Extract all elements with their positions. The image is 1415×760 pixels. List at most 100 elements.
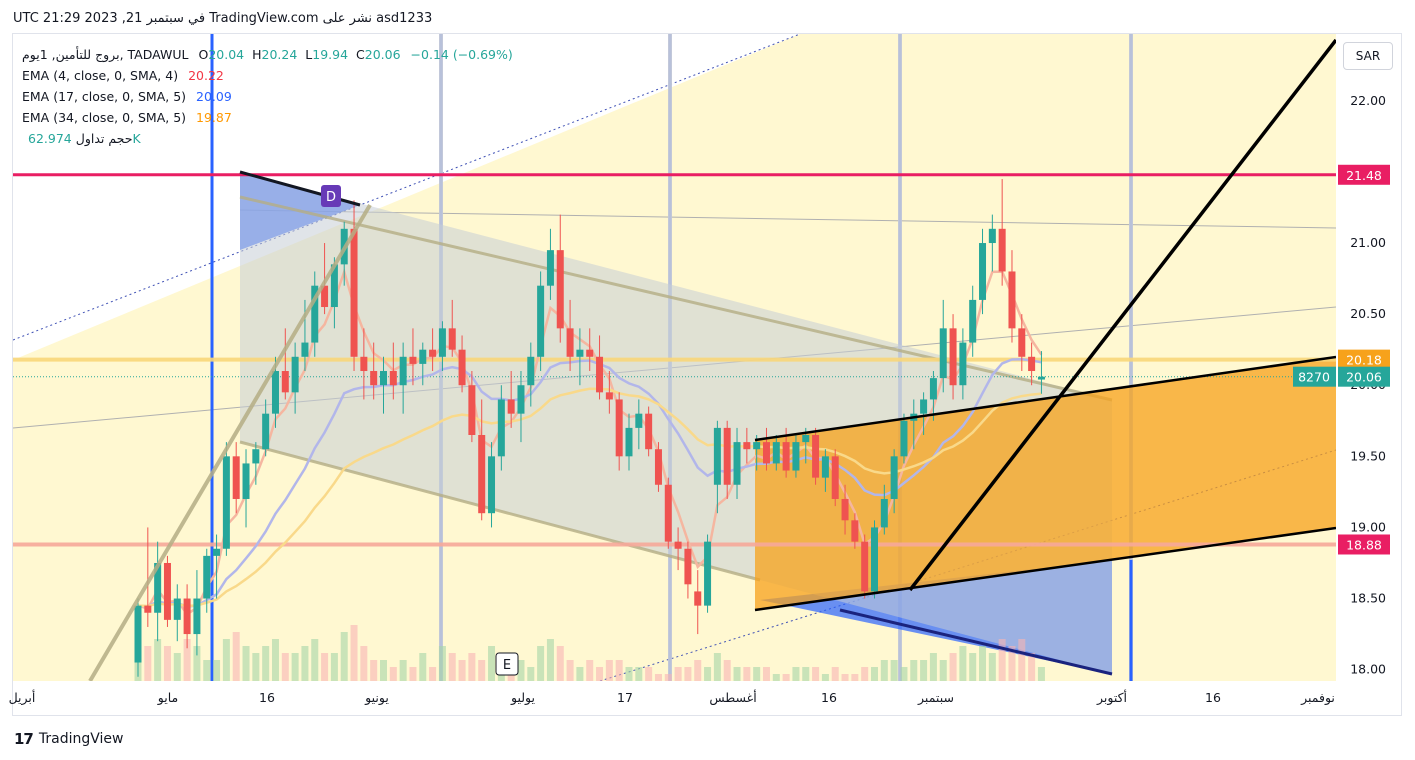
time-tick-label: أكتوبر [1096,689,1127,706]
volume-bar [213,660,221,681]
annotation-D: D [321,185,341,207]
volume-bar [792,667,800,681]
volume-bar [360,646,368,681]
volume-bar [674,667,682,681]
price-tick-label: 22.00 [1350,93,1386,108]
candle-body [802,434,810,443]
volume-bar [350,625,358,681]
volume-bar [988,653,996,681]
volume-bar [979,646,987,681]
volume-bar [1028,653,1036,681]
volume-bar [782,674,790,681]
ohlc-high: 20.24 [261,47,298,62]
volume-bar [596,667,604,681]
currency-selector[interactable]: SAR [1343,42,1393,70]
volume-bar [389,667,397,681]
candle-body [468,385,476,435]
candle-body [360,356,368,372]
volume-bar [841,674,849,681]
legend-ema17[interactable]: EMA (17, close, 0, SMA, 5) 20.09 [22,86,513,107]
ohlc-c-label: C [356,47,365,62]
legend-ema34[interactable]: EMA (34, close, 0, SMA, 5) 19.87 [22,107,513,128]
candle-body [1008,271,1016,329]
ohlc-close: 20.06 [364,47,401,62]
ema34-value: 19.87 [196,110,232,125]
candle-body [193,598,201,635]
candle-body [762,442,770,464]
candle-body [576,349,584,357]
time-tick-label: سبتمبر [917,690,954,706]
volume-bar [713,653,721,681]
candle-body [497,399,505,457]
candle-body [654,449,662,485]
candle-body [812,434,820,478]
volume-bar [183,639,191,681]
volume-bar [163,646,171,681]
volume-bar [694,660,702,681]
candle-body [959,342,967,386]
volume-bar [340,632,348,681]
annotation-label: E [503,658,511,673]
candle-body [733,442,741,485]
candle-body [380,371,387,386]
volume-bar [438,646,446,681]
volume-bar [821,674,829,681]
tradingview-logo-icon: 17 [14,730,34,748]
volume-bar [576,667,584,681]
price-tick-label: 19.50 [1350,448,1386,463]
volume-bar [173,653,181,681]
tradingview-footer[interactable]: 17 TradingView [14,728,123,750]
volume-bar [556,646,564,681]
volume-bar [812,667,820,681]
ema17-label: EMA (17, close, 0, SMA, 5) [22,89,187,104]
ohlc-l-label: L [305,47,313,62]
candle-body [213,548,221,556]
volume-bar [281,653,289,681]
volume-bar [625,667,633,681]
candle-body [517,385,525,414]
candle-body [222,456,230,549]
volume-bar [203,660,211,681]
candle-body [900,420,908,457]
candle-body [753,442,761,450]
candle-body [969,299,977,343]
ema17-value: 20.09 [196,89,232,104]
candle-body [399,356,407,386]
candle-body [527,356,535,386]
candle-body [674,541,682,549]
volume-bar [664,674,672,681]
candle-body [242,463,250,499]
volume-label: حجم تداول [75,131,133,146]
grey-channel-top [239,195,1113,402]
volume-bar [1037,667,1045,681]
legend-volume[interactable]: حجم تداول 62.974K [22,128,513,149]
volume-bar [429,667,437,681]
candle-body [271,371,279,414]
candle-body [890,456,898,499]
time-tick-label: نوفمبر [1300,690,1335,706]
volume-bar [615,660,623,681]
volume-bar [998,639,1006,681]
candle-body [831,456,839,499]
candle-body [301,342,309,357]
grey-channel-bottom [239,440,761,582]
volume-bar [969,653,977,681]
volume-bar [851,674,859,681]
volume-bar [144,646,152,681]
volume-bar [527,667,535,681]
countdown-text: 8270 [1298,370,1330,385]
candle-body [821,456,829,478]
price-axis[interactable]: 22.0021.5021.0020.5020.0019.5019.0018.50… [1293,93,1390,677]
time-axis[interactable]: أبريل مايو 16 يونيو يوليو 17 أغسطس 16 سبتمبر أكتو… [9,689,1335,706]
legend-ema4[interactable]: EMA (4, close, 0, SMA, 4) 20.22 [22,65,513,86]
trendline-upper [754,355,1336,442]
candle-body [350,228,358,357]
volume-bars [134,625,1045,681]
legend-symbol-row[interactable]: بروج للتأمين, 1يوم, TADAWUL O20.04 H20.2… [22,44,513,65]
candle-body [448,328,456,350]
candle-body [782,442,790,471]
annotation-E: E [495,652,519,676]
volume-bar [654,674,662,681]
time-tick-label: أبريل [9,689,36,706]
